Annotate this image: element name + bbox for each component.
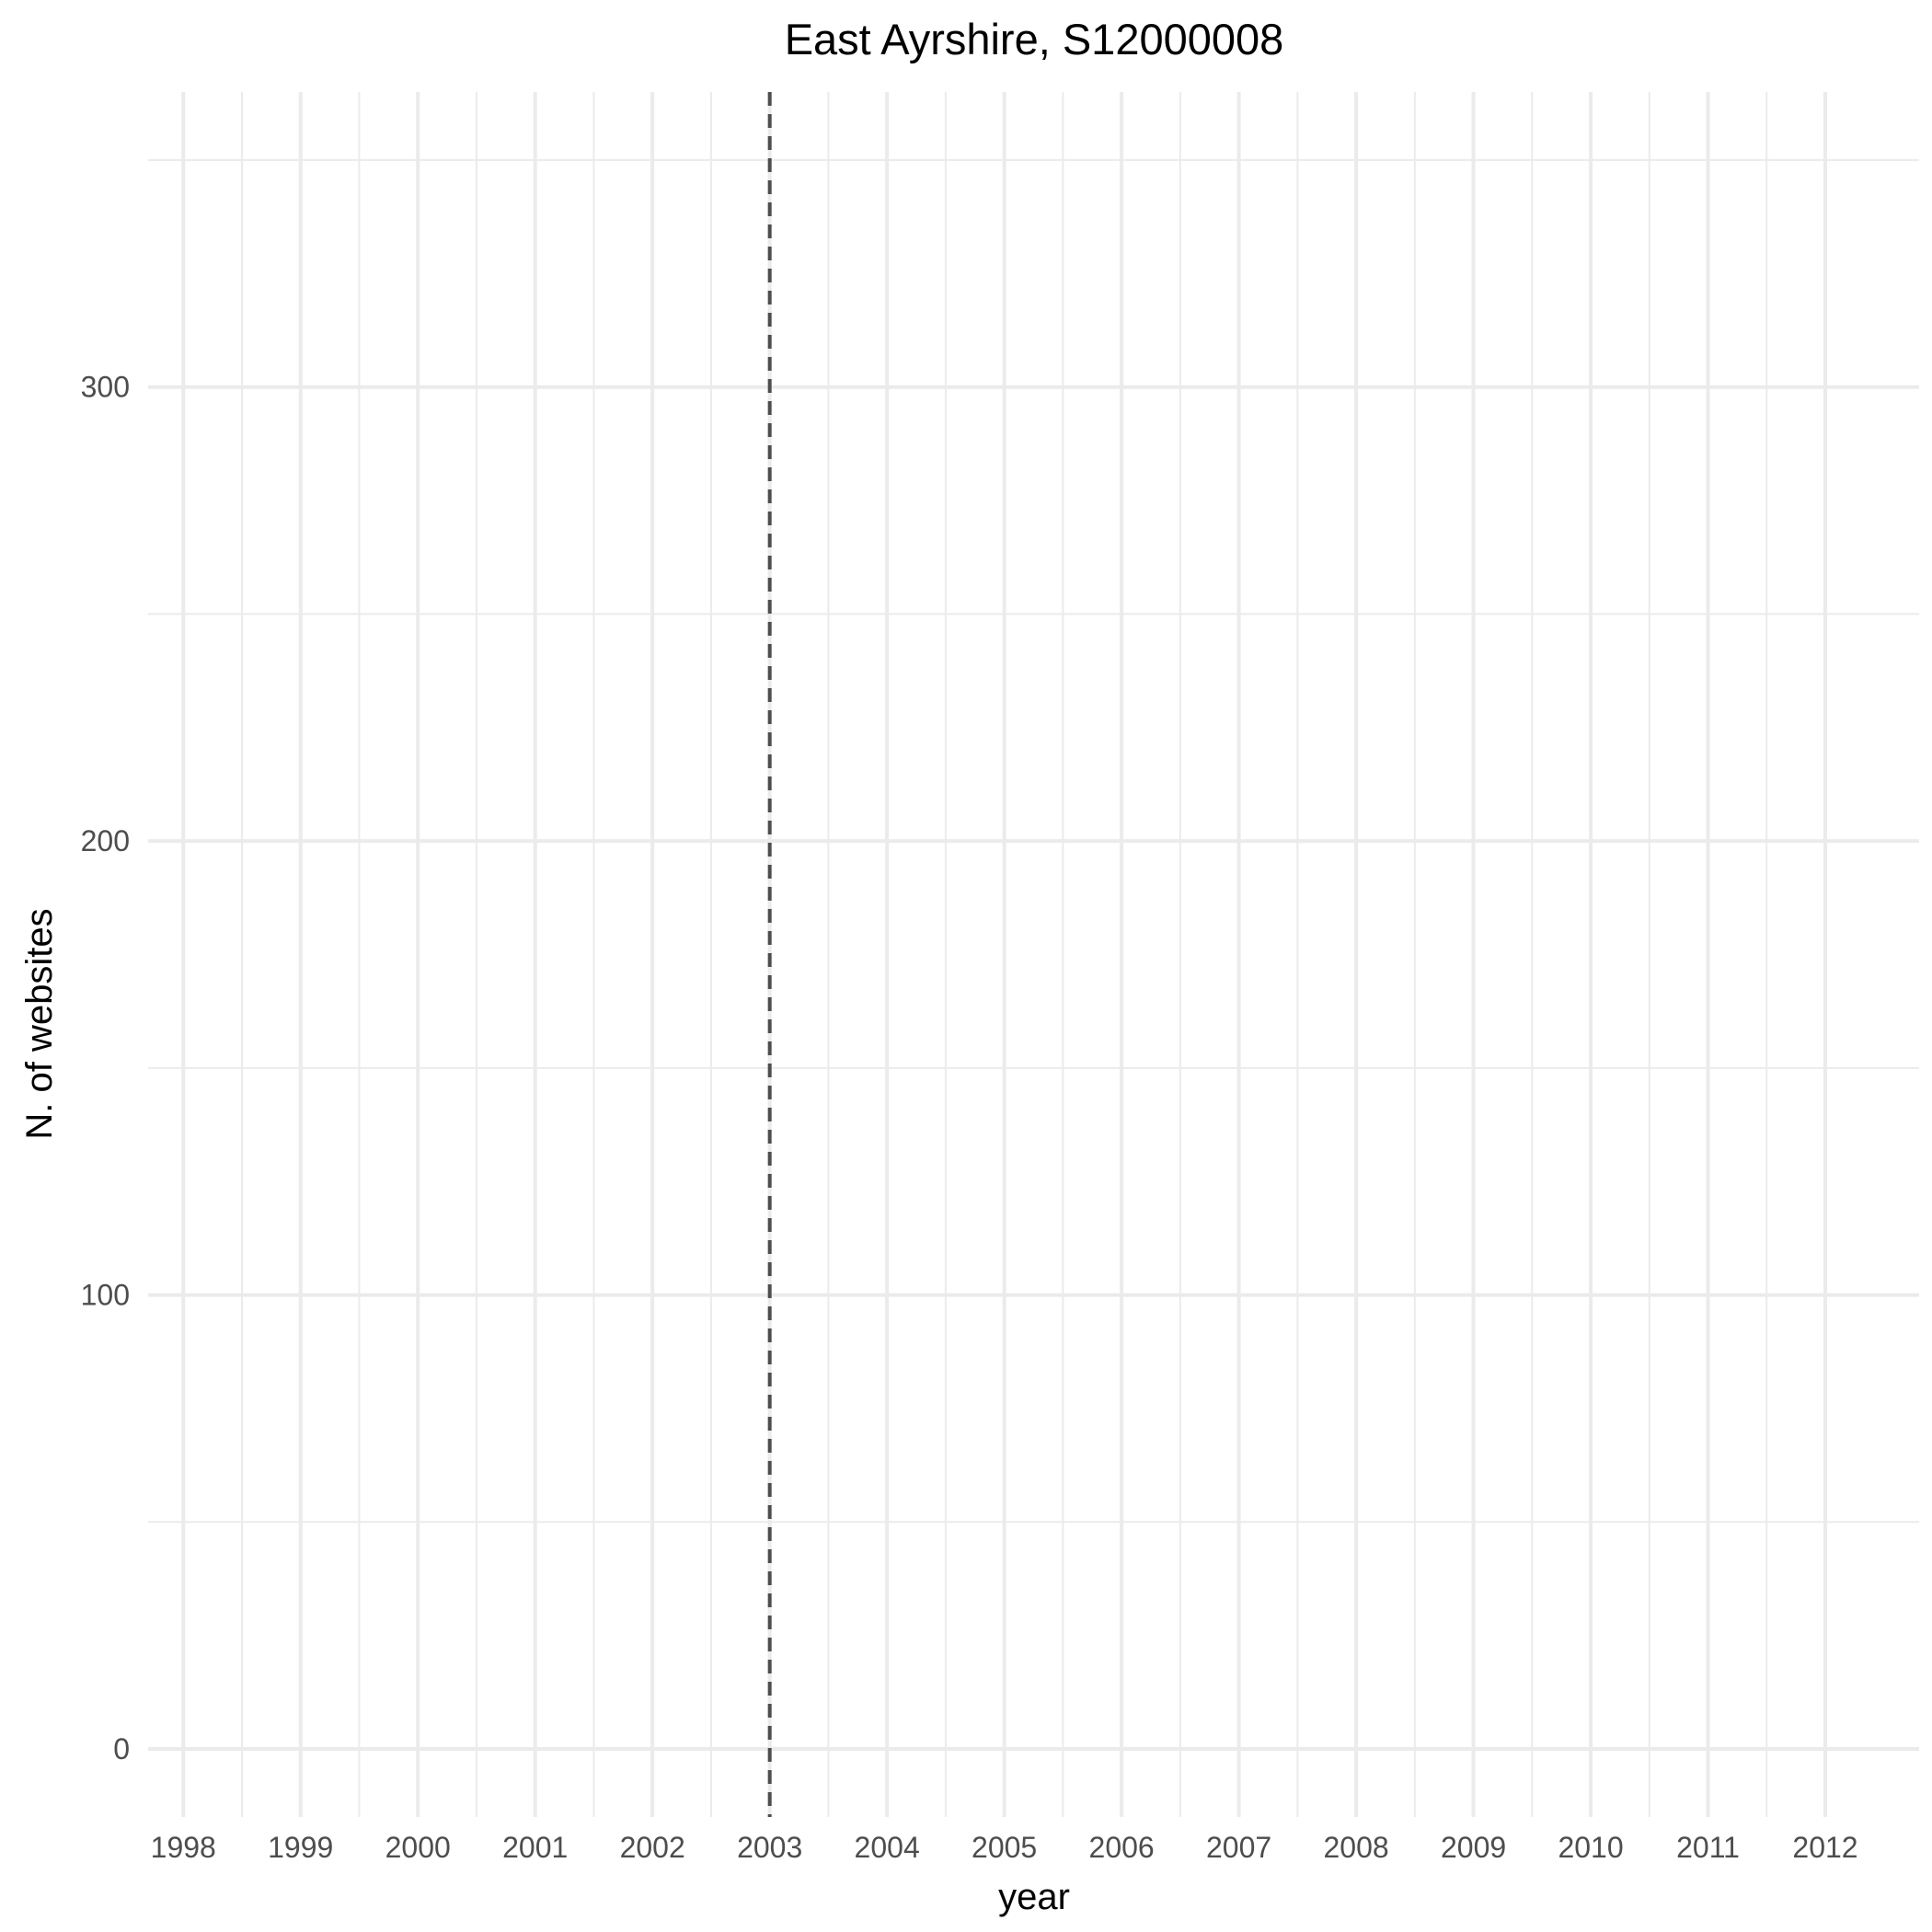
minor-x-gridlines — [240, 92, 1768, 1817]
y-tick-label: 300 — [81, 371, 130, 404]
x-tick-label: 2005 — [972, 1831, 1037, 1864]
x-tick-label: 2011 — [1676, 1831, 1740, 1864]
x-tick-label: 1998 — [151, 1831, 216, 1864]
x-tick-label: 2002 — [620, 1831, 685, 1864]
x-tick-label: 2001 — [502, 1831, 568, 1864]
x-tick-label: 1999 — [268, 1831, 333, 1864]
y-tick-label: 100 — [81, 1279, 130, 1312]
x-tick-label: 2009 — [1441, 1831, 1506, 1864]
x-tick-label: 2012 — [1792, 1831, 1857, 1864]
y-tick-label: 0 — [113, 1732, 130, 1765]
x-tick-label: 2000 — [385, 1831, 451, 1864]
major-x-gridlines — [181, 92, 1828, 1817]
y-axis-tick-labels: 0 100 200 300 — [81, 371, 130, 1765]
x-tick-label: 2006 — [1089, 1831, 1155, 1864]
x-tick-label: 2007 — [1206, 1831, 1271, 1864]
y-tick-label: 200 — [81, 824, 130, 857]
major-y-gridlines — [148, 385, 1919, 1751]
x-axis-tick-labels: 1998 1999 2000 2001 2002 2003 2004 2005 2006 2007… — [151, 1831, 1858, 1864]
minor-y-gridlines — [148, 159, 1919, 1524]
x-tick-label: 2010 — [1558, 1831, 1623, 1864]
y-axis-title: N. of websites — [19, 908, 60, 1139]
x-tick-label: 2008 — [1323, 1831, 1388, 1864]
x-tick-label: 2004 — [855, 1831, 920, 1864]
chart-title: East Ayrshire, S12000008 — [785, 15, 1284, 63]
x-tick-label: 2003 — [737, 1831, 802, 1864]
x-axis-title: year — [998, 1877, 1070, 1917]
